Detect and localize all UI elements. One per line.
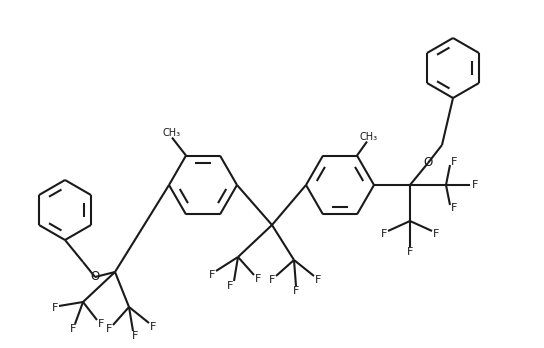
Text: F: F: [255, 274, 261, 284]
Text: F: F: [315, 275, 321, 285]
Text: F: F: [106, 324, 112, 334]
Text: CH₃: CH₃: [163, 128, 181, 137]
Text: F: F: [472, 180, 478, 190]
Text: F: F: [293, 286, 299, 296]
Text: F: F: [451, 157, 457, 167]
Text: F: F: [381, 229, 387, 239]
Text: F: F: [150, 322, 156, 332]
Text: O: O: [423, 157, 432, 169]
Text: F: F: [52, 303, 58, 313]
Text: F: F: [132, 331, 138, 341]
Text: F: F: [269, 275, 275, 285]
Text: O: O: [90, 270, 100, 284]
Text: F: F: [407, 247, 413, 257]
Text: F: F: [227, 281, 233, 291]
Text: CH₃: CH₃: [360, 132, 378, 142]
Text: F: F: [70, 324, 76, 334]
Text: F: F: [98, 319, 104, 329]
Text: F: F: [209, 270, 215, 280]
Text: F: F: [451, 203, 457, 213]
Text: F: F: [433, 229, 439, 239]
